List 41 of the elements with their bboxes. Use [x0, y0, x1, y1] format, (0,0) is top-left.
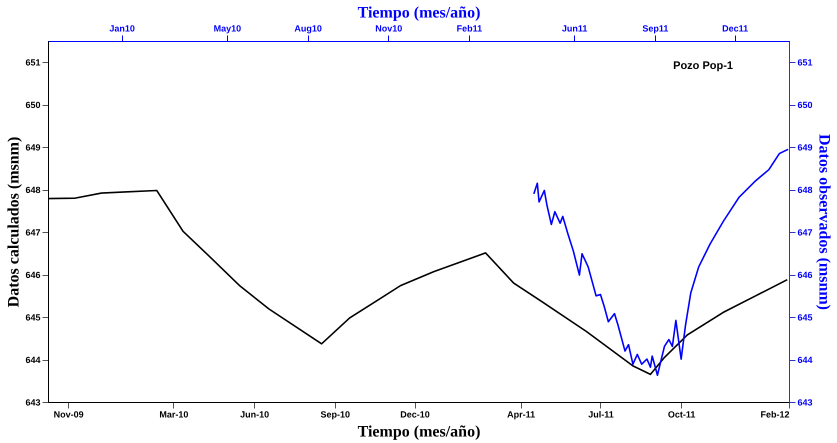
x-tick-label: Nov-09: [54, 410, 84, 420]
y-tick-label: 645: [25, 312, 40, 323]
x2-tick-label: Jun11: [562, 24, 588, 34]
y-tick-label: 644: [25, 355, 40, 366]
x2-tick-label: May10: [214, 24, 242, 34]
x-tick-label: Apr-11: [507, 410, 536, 420]
y2-tick-label: 644: [798, 355, 813, 366]
x2-tick-label: Nov10: [375, 24, 402, 34]
annotation: Pozo Pop-1: [673, 60, 733, 72]
x2-axis-title: Tiempo (mes/año): [358, 4, 480, 22]
y2-tick-label: 643: [798, 398, 813, 408]
x-tick-label: Oct-11: [668, 410, 696, 420]
x-tick-label: Jun-10: [240, 410, 270, 420]
y-tick-label: 650: [25, 100, 40, 110]
y2-tick-label: 648: [798, 185, 813, 196]
y2-tick-label: 646: [798, 270, 813, 280]
x2-tick-label: Sep11: [642, 24, 668, 34]
x-tick-label: Sep-10: [320, 410, 350, 420]
y2-tick-label: 651: [798, 58, 813, 68]
x2-tick-label: Aug10: [294, 24, 322, 34]
y2-tick-label: 647: [798, 228, 813, 238]
y-tick-label: 649: [25, 142, 40, 153]
line-series: [533, 148, 789, 376]
y2-tick-label: 649: [798, 142, 813, 153]
y-tick-label: 651: [25, 58, 40, 68]
x-tick-label: Feb-12: [760, 410, 790, 420]
y-tick-label: 647: [25, 228, 40, 238]
y2-axis-title: Datos observados (msnm): [816, 134, 833, 310]
x2-tick-label: Dec11: [722, 24, 748, 34]
x2-tick-label: Feb11: [456, 24, 482, 34]
y2-tick-label: 645: [798, 312, 813, 323]
x-axis-title: Tiempo (mes/año): [358, 424, 480, 440]
y-axis-title: Datos calculados (msnm): [5, 136, 22, 308]
y-tick-label: 646: [25, 270, 40, 280]
x2-tick-label: Jan10: [109, 24, 135, 34]
y-tick-label: 643: [25, 398, 40, 408]
x-tick-label: Jul-11: [588, 410, 614, 420]
x-tick-label: Mar-10: [159, 410, 188, 420]
x-tick-label: Dec-10: [400, 410, 430, 420]
y-tick-label: 648: [25, 185, 40, 196]
y2-tick-label: 650: [798, 100, 813, 110]
